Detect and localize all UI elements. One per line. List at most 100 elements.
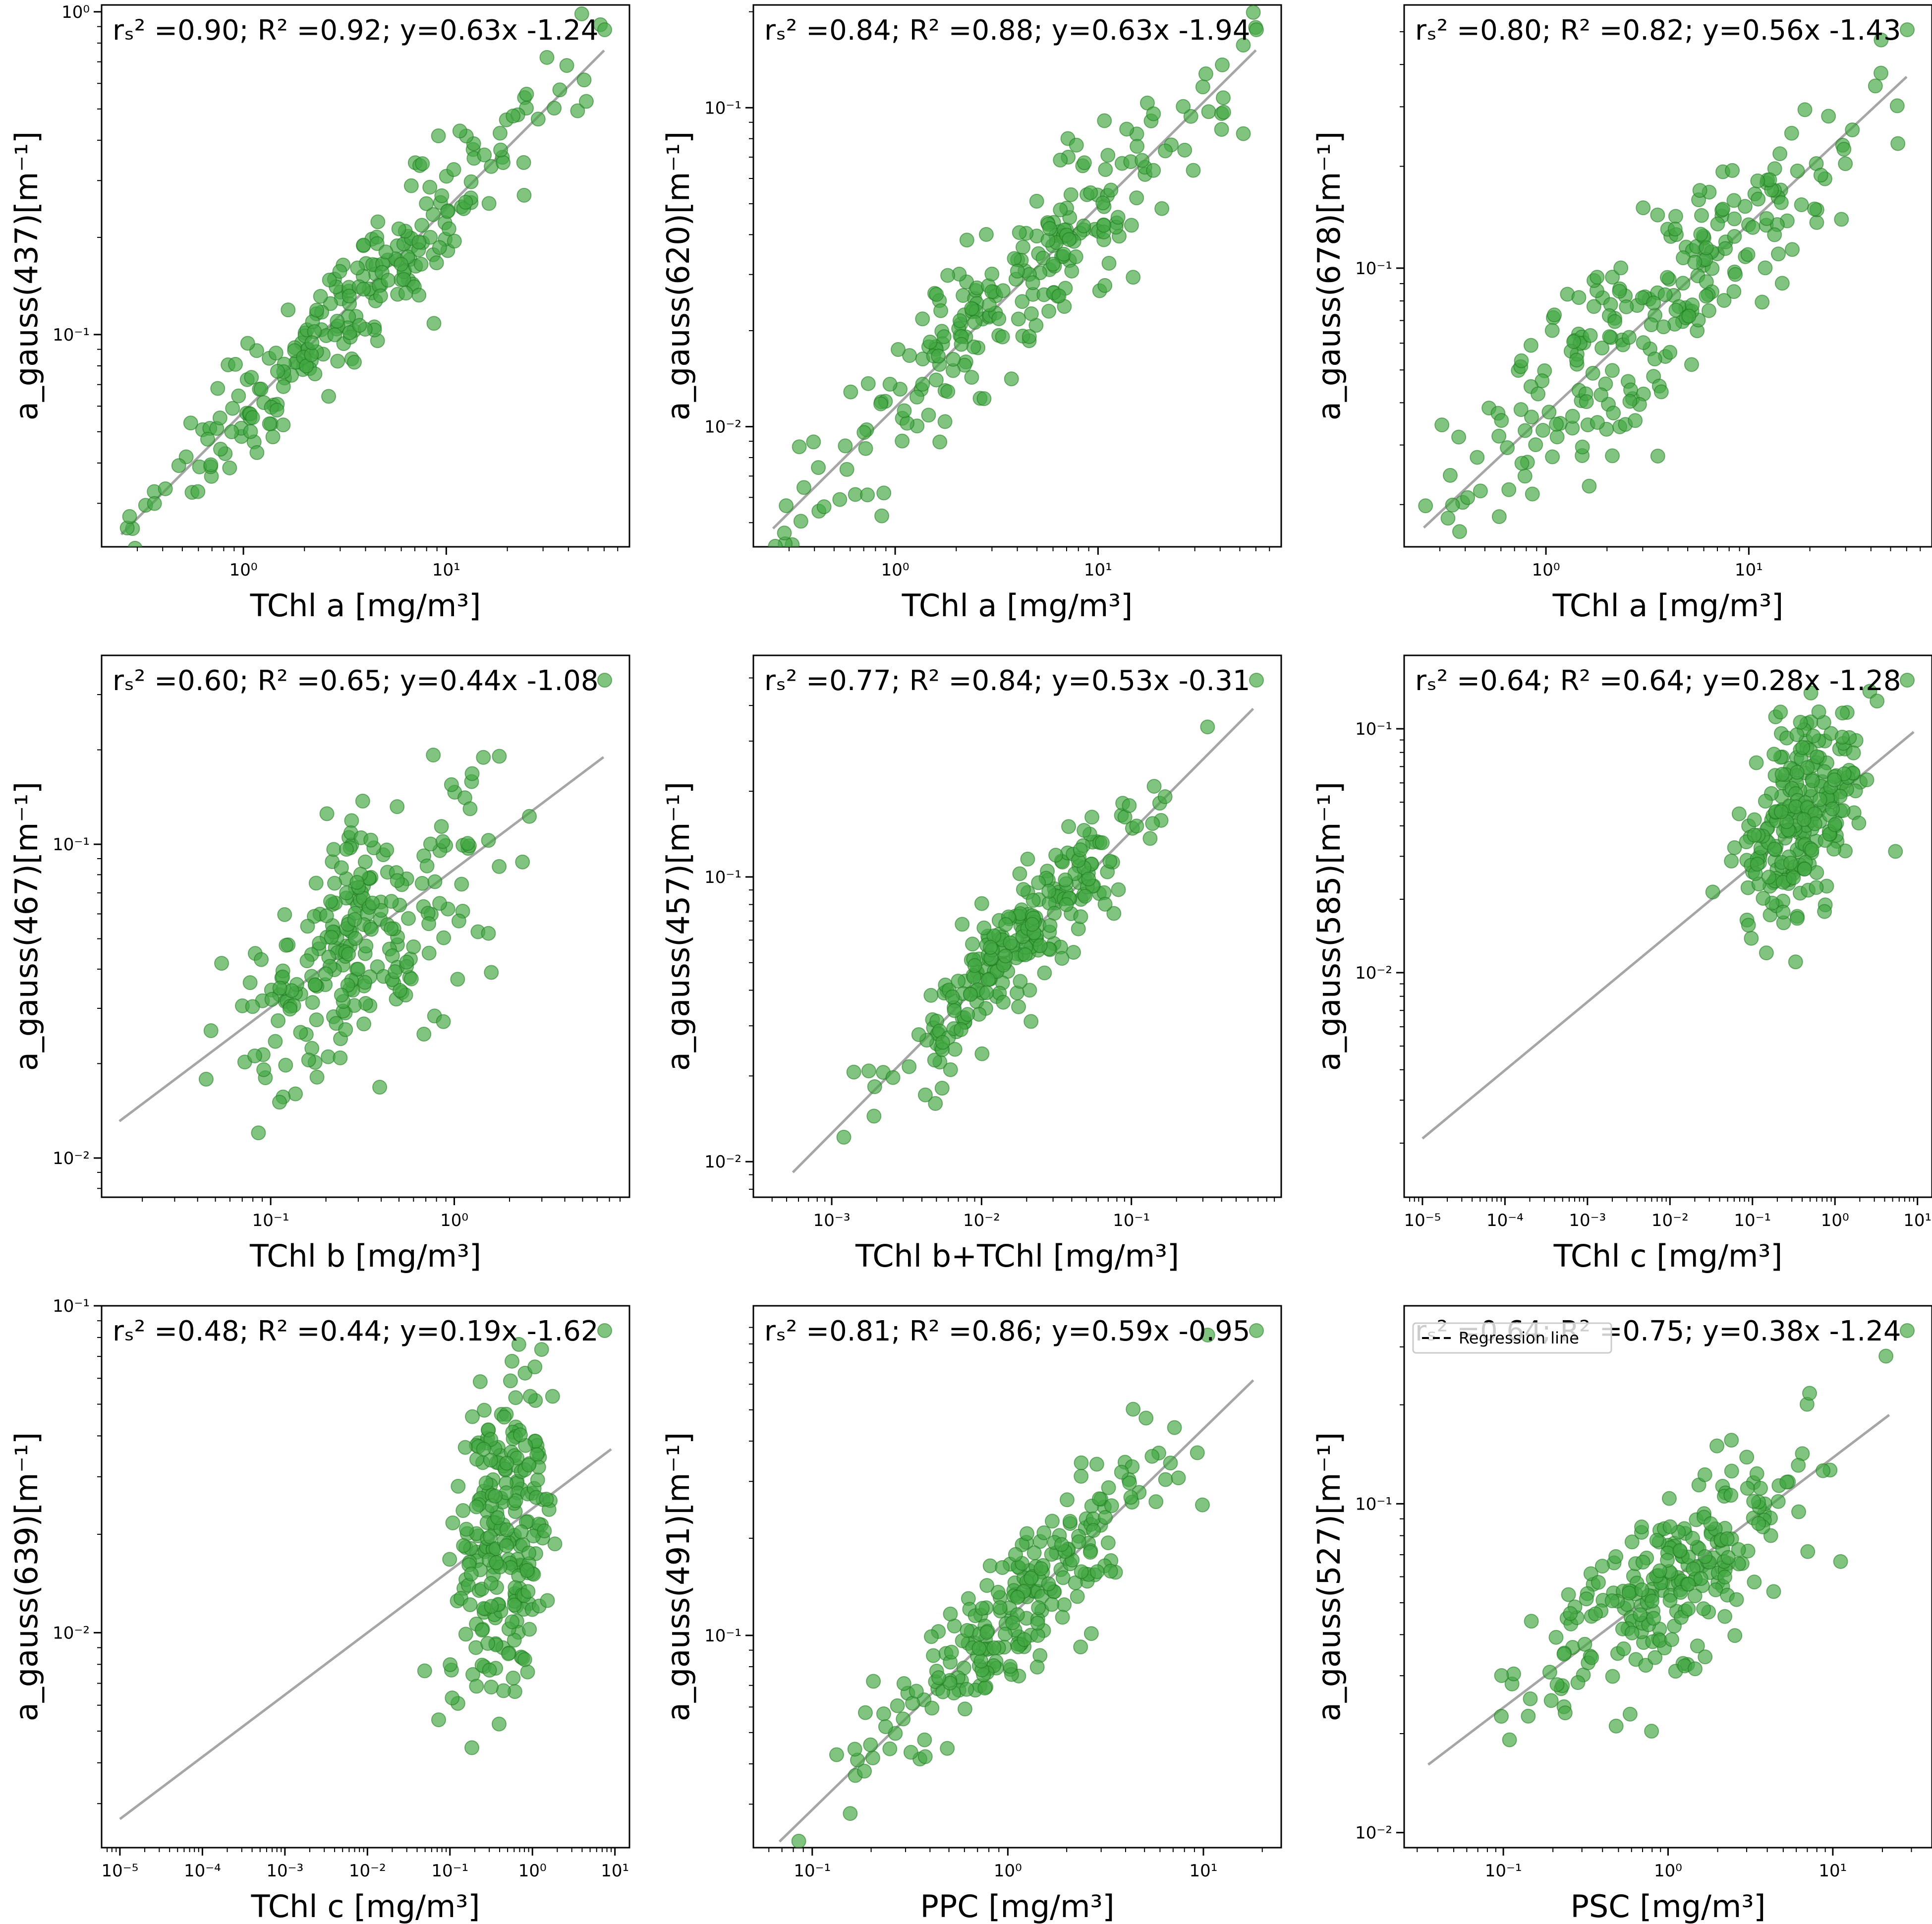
scatter-point [272, 1095, 287, 1110]
scatter-point [1827, 817, 1843, 832]
scatter-point [1098, 162, 1113, 177]
scatter-point [519, 86, 534, 102]
scatter-point [1796, 812, 1812, 827]
scatter-point [1650, 448, 1665, 464]
scatter-point [1806, 728, 1821, 744]
scatter-point [1800, 1544, 1816, 1559]
scatter-point [501, 1646, 516, 1661]
scatter-point [330, 313, 345, 329]
scatter-point [1621, 1585, 1637, 1601]
scatter-point [1605, 448, 1620, 464]
scatter-point [866, 1674, 881, 1689]
scatter-point [444, 777, 459, 792]
scatter-point [1835, 705, 1850, 721]
scatter-point [960, 1623, 975, 1638]
scatter-point [338, 1022, 353, 1037]
scatter-point [767, 553, 781, 567]
scatter-point [1236, 37, 1251, 53]
scatter-point [432, 896, 448, 911]
scatter-point [505, 1614, 520, 1630]
scatter-point [1145, 816, 1160, 831]
scatter-point [480, 1636, 496, 1651]
y-tick-label: 10⁻¹ [704, 868, 741, 887]
stats-annotation: rₛ² =0.81; R² =0.86; y=0.59x -0.95 [764, 1315, 1250, 1347]
scatter-point [1031, 875, 1046, 890]
stats-annotation: rₛ² =0.64; R² =0.64; y=0.28x -1.28 [1415, 665, 1901, 697]
scatter-point [1528, 437, 1543, 453]
scatter-point [996, 994, 1011, 1010]
legend-marker-point [1900, 22, 1915, 37]
scatter-point [1523, 338, 1538, 353]
scatter-point [1096, 218, 1112, 233]
scatter-point [469, 1679, 484, 1694]
x-tick-label: 10⁰ [994, 1861, 1022, 1881]
scatter-point [1784, 125, 1799, 141]
scatter-point [1015, 239, 1030, 255]
x-tick-label: 10¹ [601, 1861, 629, 1881]
scatter-point [398, 286, 413, 301]
scatter-point [559, 58, 574, 73]
scatter-point [1729, 1592, 1744, 1607]
scatter-point [490, 1510, 506, 1525]
scatter-point [469, 1499, 484, 1515]
scatter-point [1705, 884, 1720, 900]
scatter-point [1494, 1708, 1509, 1724]
scatter-point [876, 1706, 891, 1722]
scatter-point [1773, 195, 1789, 210]
x-tick-label: 10¹ [1903, 1211, 1932, 1230]
scatter-point [1041, 303, 1057, 319]
scatter-point [897, 403, 912, 418]
legend-marker-point [597, 1323, 612, 1338]
scatter-point [843, 1806, 858, 1821]
scatter-point [1889, 98, 1905, 114]
scatter-point [539, 1492, 554, 1507]
scatter-point [1062, 1514, 1078, 1529]
scatter-point [443, 1657, 458, 1672]
scatter-point [1547, 307, 1562, 323]
scatter-point [318, 966, 334, 982]
scatter-point [1045, 256, 1061, 272]
scatter-point [522, 809, 537, 824]
scatter-point [917, 1749, 933, 1764]
scatter-point [327, 875, 342, 891]
scatter-point [921, 408, 936, 423]
scatter-point [915, 377, 930, 392]
scatter-point [1767, 841, 1782, 857]
scatter-point [436, 1014, 451, 1029]
scatter-point [1833, 1554, 1848, 1569]
scatter-point [957, 1701, 972, 1717]
x-tick-label: 10⁻³ [813, 1211, 851, 1230]
scatter-point [427, 874, 443, 889]
scatter-point [1749, 1466, 1764, 1481]
scatter-point [1452, 524, 1467, 539]
scatter-point [1657, 287, 1673, 302]
scatter-point [1146, 779, 1162, 794]
y-tick-label: 10⁻¹ [1355, 719, 1392, 739]
scatter-point [847, 1742, 862, 1757]
scatter-point [1586, 299, 1601, 314]
scatter-point [1029, 1659, 1045, 1675]
scatter-point [1888, 844, 1903, 859]
scatter-point [1664, 1632, 1680, 1647]
scatter-point [1123, 1490, 1138, 1505]
scatter-point [516, 187, 532, 203]
scatter-point [816, 499, 832, 515]
scatter-point [1059, 1492, 1075, 1508]
scatter-point [356, 282, 371, 297]
scatter-point [384, 921, 399, 936]
scatter-point [521, 1545, 537, 1561]
scatter-point [1649, 1532, 1664, 1548]
scatter-point [1636, 200, 1651, 216]
scatter-point [1803, 685, 1818, 700]
scatter-point [309, 1069, 325, 1085]
scatter-point [384, 894, 399, 909]
scatter-point [1653, 384, 1669, 400]
scatter-point [924, 1629, 939, 1644]
scatter-point [1681, 1576, 1696, 1592]
scatter-point [1602, 329, 1617, 345]
y-tick-label: 10⁻¹ [704, 1626, 741, 1646]
scatter-point [515, 854, 530, 870]
scatter-point [530, 1472, 545, 1488]
scatter-point [1681, 1601, 1696, 1617]
stats-annotation: rₛ² =0.84; R² =0.88; y=0.63x -1.94 [764, 14, 1250, 47]
